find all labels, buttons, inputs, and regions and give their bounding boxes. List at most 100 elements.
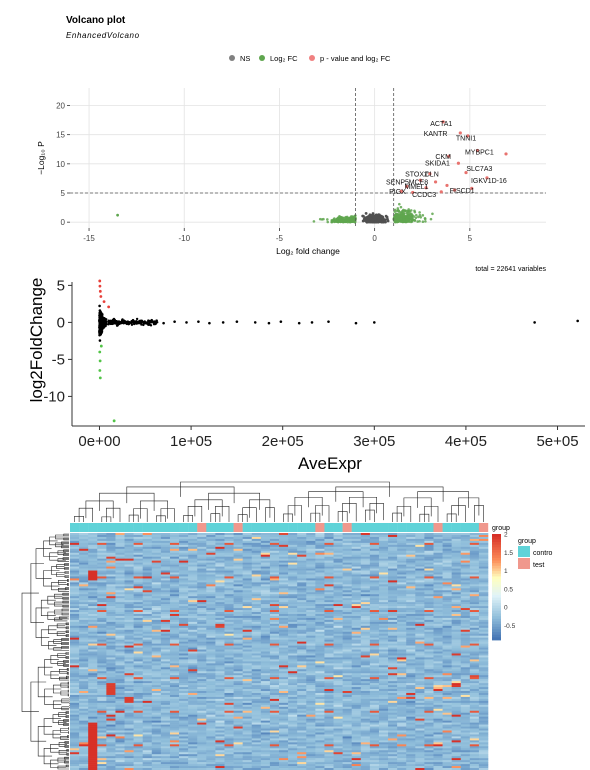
heatmap-cell <box>142 566 153 569</box>
heatmap-cell <box>297 655 307 658</box>
heatmap-cell <box>260 671 271 674</box>
heatmap-cell <box>206 649 216 652</box>
heatmap-cell <box>124 623 134 627</box>
heatmap-cell <box>460 580 471 583</box>
heatmap-cell <box>442 659 452 662</box>
heatmap-cell <box>333 588 343 591</box>
heatmap-cell <box>115 564 125 567</box>
heatmap-cell <box>478 653 489 656</box>
heatmap-cell <box>160 615 171 619</box>
heatmap-cell <box>378 625 389 629</box>
heatmap-cell <box>70 665 80 668</box>
heatmap-cell <box>151 669 162 672</box>
heatmap-cell <box>433 621 443 625</box>
heatmap-cell <box>215 647 225 650</box>
heatmap-cell <box>206 564 216 567</box>
ns-point <box>373 215 376 219</box>
annotation-cell <box>279 523 289 532</box>
heatmap-cell <box>388 621 398 625</box>
heatmap-cell <box>451 552 462 556</box>
heatmap-cell <box>351 542 362 546</box>
heatmap-cell <box>451 534 462 538</box>
heatmap-cell <box>397 677 407 680</box>
heatmap-cell <box>251 586 262 589</box>
heatmap-cell <box>424 588 434 591</box>
heatmap-cell <box>369 653 380 656</box>
heatmap-cell <box>215 651 225 654</box>
heatmap-cell <box>460 608 471 611</box>
heatmap-cell <box>424 649 434 652</box>
heatmap-cell <box>306 655 316 658</box>
heatmap-cell <box>188 604 198 607</box>
heatmap-cell <box>406 564 416 567</box>
heatmap-cell <box>224 612 234 615</box>
heatmap-cell <box>433 643 443 646</box>
heatmap-cell <box>324 639 334 642</box>
heatmap-cell <box>97 613 107 617</box>
heatmap-cell <box>397 536 407 540</box>
heatmap-cell <box>442 576 452 579</box>
heatmap-cell <box>106 580 116 583</box>
heatmap-cell <box>478 572 489 575</box>
heatmap-cell <box>333 612 343 615</box>
heatmap-cell <box>279 677 289 680</box>
heatmap-cell <box>79 572 89 575</box>
heatmap-cell <box>451 600 462 603</box>
heatmap-cell <box>297 550 307 554</box>
heatmap-cell <box>469 669 480 672</box>
heatmap-cell <box>415 574 425 577</box>
heatmap-cell <box>269 550 280 554</box>
heatmap-cell <box>360 641 371 644</box>
heatmap-cell <box>351 600 362 603</box>
heatmap-cell <box>242 665 253 668</box>
heatmap-cell <box>288 671 298 674</box>
heatmap-cell <box>251 649 262 652</box>
heatmap-cell <box>215 615 225 619</box>
heatmap-cell <box>79 639 89 642</box>
heatmap-cell <box>197 631 207 635</box>
heatmap-cell <box>269 633 280 636</box>
heatmap-cell <box>306 671 316 674</box>
heatmap-cell <box>197 540 207 544</box>
heatmap-cell <box>306 574 316 577</box>
heatmap-cell <box>478 534 489 538</box>
heatmap-cell <box>415 641 425 644</box>
heatmap-cell <box>297 627 307 631</box>
heatmap-cell <box>433 558 443 561</box>
heatmap-cell <box>306 667 316 670</box>
heatmap-cell <box>288 647 298 650</box>
heatmap-cell <box>433 548 443 552</box>
heatmap-cell <box>324 653 334 656</box>
heatmap-cell <box>415 675 425 678</box>
heatmap-cell <box>451 554 462 557</box>
heatmap-cell <box>406 647 416 650</box>
heatmap-cell <box>151 558 162 561</box>
heatmap-cell <box>451 592 462 595</box>
heatmap-cell <box>397 647 407 650</box>
heatmap-cell <box>369 655 380 658</box>
heatmap-cell <box>251 568 262 571</box>
heatmap-cell <box>288 582 298 585</box>
heatmap-cell <box>133 669 143 672</box>
heatmap-cell <box>469 534 480 538</box>
heatmap-cell <box>169 536 180 540</box>
heatmap-cell <box>151 631 162 635</box>
heatmap-cell <box>288 657 298 660</box>
heatmap-cell <box>151 598 162 601</box>
heatmap-cell <box>342 604 352 607</box>
fc-point <box>353 217 356 221</box>
heatmap-cell <box>315 665 325 668</box>
heatmap-cell <box>388 667 398 670</box>
heatmap-cell <box>397 572 407 575</box>
heatmap-cell <box>269 623 280 627</box>
heatmap-cell <box>188 677 198 680</box>
heatmap-cell <box>406 588 416 591</box>
heatmap-cell <box>369 582 380 585</box>
heatmap-cell <box>269 580 280 583</box>
heatmap-cell <box>306 612 316 615</box>
heatmap-cell <box>406 631 416 635</box>
heatmap-cell <box>206 651 216 654</box>
heatmap-cell <box>269 576 280 579</box>
heatmap-cell <box>306 552 316 556</box>
heatmap-cell <box>215 533 225 536</box>
